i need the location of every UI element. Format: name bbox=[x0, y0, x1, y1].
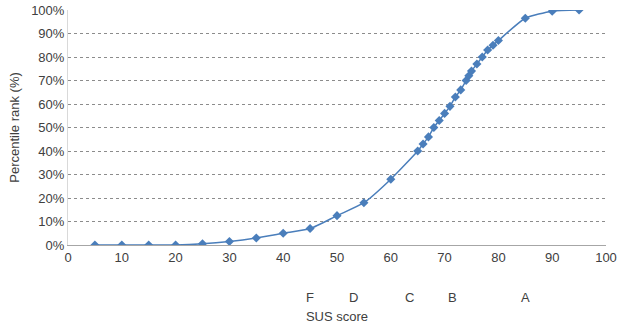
svg-text:10: 10 bbox=[115, 250, 129, 265]
svg-text:70: 70 bbox=[437, 250, 451, 265]
svg-text:100: 100 bbox=[595, 250, 617, 265]
svg-text:70%: 70% bbox=[38, 73, 64, 88]
svg-text:90%: 90% bbox=[38, 26, 64, 41]
svg-text:90: 90 bbox=[545, 250, 559, 265]
svg-text:SUS score: SUS score bbox=[306, 309, 368, 324]
svg-text:100%: 100% bbox=[31, 3, 65, 18]
svg-text:60: 60 bbox=[384, 250, 398, 265]
svg-text:20%: 20% bbox=[38, 191, 64, 206]
svg-text:60%: 60% bbox=[38, 97, 64, 112]
svg-text:80%: 80% bbox=[38, 50, 64, 65]
svg-text:D: D bbox=[349, 290, 358, 305]
svg-text:0%: 0% bbox=[46, 238, 65, 253]
svg-text:C: C bbox=[405, 290, 414, 305]
svg-text:30: 30 bbox=[222, 250, 236, 265]
svg-text:B: B bbox=[448, 290, 457, 305]
svg-text:40: 40 bbox=[276, 250, 290, 265]
svg-text:10%: 10% bbox=[38, 214, 64, 229]
svg-text:40%: 40% bbox=[38, 144, 64, 159]
svg-text:50%: 50% bbox=[38, 120, 64, 135]
svg-text:80: 80 bbox=[491, 250, 505, 265]
svg-text:Percentile rank (%): Percentile rank (%) bbox=[7, 72, 22, 183]
svg-text:A: A bbox=[521, 290, 530, 305]
svg-text:30%: 30% bbox=[38, 167, 64, 182]
svg-text:F: F bbox=[306, 290, 314, 305]
svg-text:0: 0 bbox=[64, 250, 71, 265]
svg-text:50: 50 bbox=[330, 250, 344, 265]
svg-text:20: 20 bbox=[168, 250, 182, 265]
